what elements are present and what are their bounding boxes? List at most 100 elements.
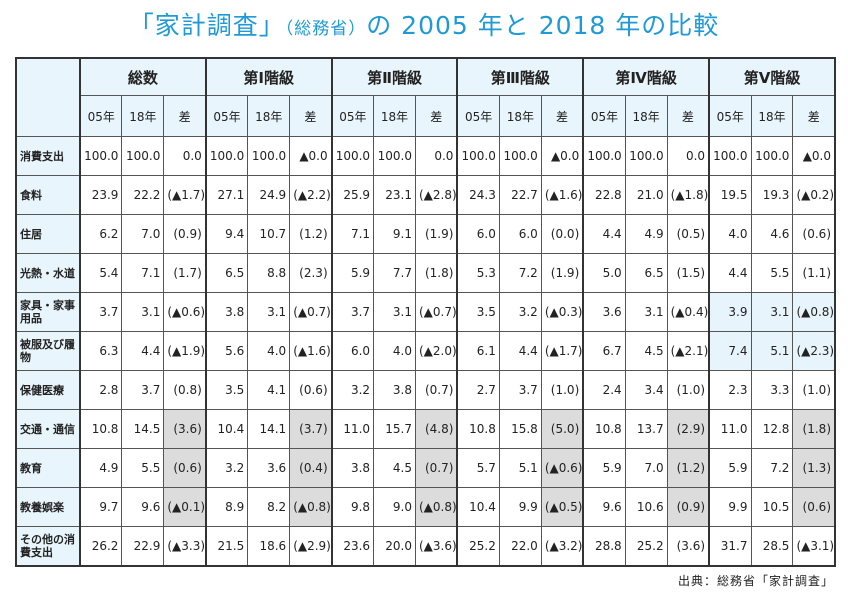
value-cell: 3.7	[330, 292, 375, 332]
value-cell: 23.6	[330, 526, 375, 567]
value-cell: 21.0	[624, 175, 668, 215]
value-cell: 11.0	[708, 409, 752, 449]
sub-header: 05年	[582, 95, 626, 137]
sub-header: 差	[666, 95, 710, 137]
value-cell: 25.2	[624, 526, 668, 567]
value-cell: 5.4	[79, 253, 123, 293]
value-cell: 4.1	[247, 370, 291, 410]
value-cell: 5.9	[708, 448, 752, 488]
source-note: 出典：総務省「家計調査」	[677, 574, 834, 588]
value-cell: 3.6	[582, 292, 626, 332]
value-cell: (1.3)	[792, 448, 836, 488]
group-header: 第Ⅰ階級	[204, 57, 333, 96]
value-cell: 22.2	[121, 175, 165, 215]
value-cell: 0.0	[666, 136, 710, 176]
value-cell: 100.0	[330, 136, 375, 176]
value-cell: (▲0.2)	[792, 175, 836, 215]
value-cell: 3.2	[330, 370, 375, 410]
value-cell: ▲0.0	[792, 136, 836, 176]
value-cell: (1.0)	[666, 370, 710, 410]
value-cell: (▲2.0)	[415, 331, 458, 371]
value-cell: (▲3.1)	[792, 526, 836, 567]
value-cell: 8.9	[204, 487, 249, 527]
value-cell: 3.1	[121, 292, 165, 332]
row-label: 住居	[15, 214, 81, 254]
value-cell: 9.1	[373, 214, 416, 254]
value-cell: (▲2.2)	[289, 175, 333, 215]
value-cell: 3.1	[750, 292, 794, 332]
value-cell: (0.9)	[163, 214, 207, 254]
group-header: 第Ⅱ階級	[330, 57, 458, 96]
value-cell: 10.7	[247, 214, 291, 254]
value-cell: 3.5	[204, 370, 249, 410]
value-cell: (▲0.5)	[540, 487, 584, 527]
value-cell: 3.2	[204, 448, 249, 488]
table-row: 交通・通信 10.8 14.5 (3.6) 10.4 14.1 (3.7) 11.0 15.7(…	[15, 409, 836, 449]
value-cell: 19.5	[708, 175, 752, 215]
row-label: 消費支出	[15, 136, 81, 176]
value-cell: (1.2)	[666, 448, 710, 488]
value-cell: (▲1.7)	[163, 175, 207, 215]
value-cell: (▲2.9)	[289, 526, 333, 567]
value-cell: 3.8	[373, 370, 416, 410]
value-cell: (1.8)	[415, 253, 458, 293]
value-cell: 10.8	[456, 409, 500, 449]
value-cell: 6.0	[330, 331, 375, 371]
value-cell: 9.7	[79, 487, 123, 527]
value-cell: 9.4	[204, 214, 249, 254]
value-cell: (2.3)	[289, 253, 333, 293]
value-cell: 3.7	[498, 370, 542, 410]
value-cell: 18.6	[247, 526, 291, 567]
value-cell: 28.8	[582, 526, 626, 567]
value-cell: (5.0)	[540, 409, 584, 449]
row-label: 家具・家事用品	[15, 292, 81, 332]
value-cell: 3.8	[330, 448, 375, 488]
sub-header: 05年	[330, 95, 375, 137]
value-cell: (▲1.8)	[666, 175, 710, 215]
value-cell: 25.9	[330, 175, 375, 215]
value-cell: 5.6	[204, 331, 249, 371]
value-cell: 13.7	[624, 409, 668, 449]
value-cell: 10.5	[750, 487, 794, 527]
value-cell: 9.9	[498, 487, 542, 527]
value-cell: 23.9	[79, 175, 123, 215]
value-cell: 12.8	[750, 409, 794, 449]
value-cell: 15.7	[373, 409, 416, 449]
value-cell: 2.4	[582, 370, 626, 410]
value-cell: 5.9	[330, 253, 375, 293]
value-cell: (▲0.6)	[540, 448, 584, 488]
value-cell: (1.9)	[415, 214, 458, 254]
row-label: 教育	[15, 448, 81, 488]
value-cell: 3.2	[498, 292, 542, 332]
value-cell: 6.5	[204, 253, 249, 293]
value-cell: 4.0	[247, 331, 291, 371]
table-row: 食料 23.9 22.2 (▲1.7) 27.1 24.9 (▲2.2) 25.9 23.1 (▲…	[15, 175, 836, 215]
table-row: 被服及び履物 6.3 4.4 (▲1.9) 5.6 4.0 (▲1.6) 6.0 4.0 (▲2.…	[15, 331, 836, 371]
value-cell: (▲0.3)	[540, 292, 584, 332]
value-cell: 6.5	[624, 253, 668, 293]
value-cell: (0.5)	[666, 214, 710, 254]
value-cell: 24.3	[456, 175, 500, 215]
value-cell: 7.1	[121, 253, 165, 293]
value-cell: 6.0	[456, 214, 500, 254]
value-cell: (▲1.7)	[540, 331, 584, 371]
value-cell: 15.8	[498, 409, 542, 449]
value-cell: 4.6	[750, 214, 794, 254]
group-header: 第Ⅲ階級	[456, 57, 584, 96]
value-cell: 4.9	[79, 448, 123, 488]
value-cell: 4.4	[498, 331, 542, 371]
value-cell: (▲0.7)	[289, 292, 333, 332]
value-cell: (▲3.2)	[540, 526, 584, 567]
value-cell: 7.4	[708, 331, 752, 371]
value-cell: (0.6)	[163, 448, 207, 488]
value-cell: 100.0	[624, 136, 668, 176]
value-cell: 22.9	[121, 526, 165, 567]
value-cell: 6.0	[498, 214, 542, 254]
value-cell: 4.4	[121, 331, 165, 371]
group-header: 第Ⅳ階級	[582, 57, 710, 96]
sub-header: 差	[792, 95, 836, 137]
row-label: 保健医療	[15, 370, 81, 410]
value-cell: 5.0	[582, 253, 626, 293]
sub-header: 18年	[247, 95, 291, 137]
value-cell: 100.0	[750, 136, 794, 176]
